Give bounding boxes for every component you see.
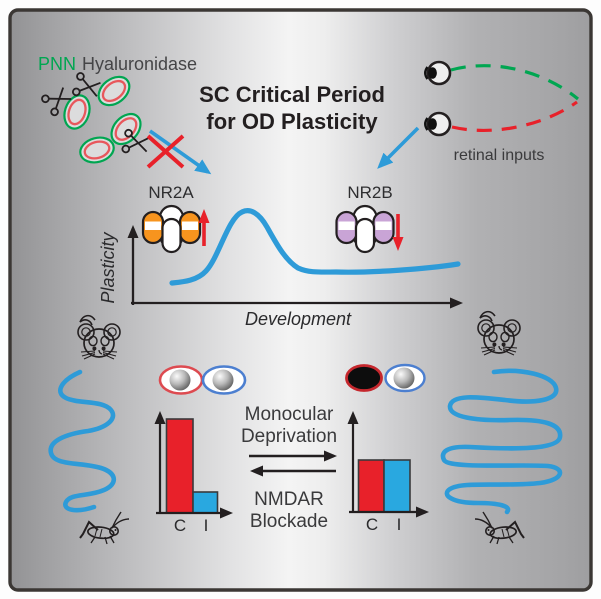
- eye-pair-deprived: [345, 363, 426, 393]
- monocular-label-line2: Deprivation: [241, 426, 337, 447]
- nmdar-label-line1: NMDAR: [254, 489, 324, 510]
- title-line-1: SC Critical Period: [199, 82, 385, 107]
- nr2a-label: NR2A: [148, 183, 194, 202]
- eye-pair-both-open: [158, 365, 247, 395]
- hunting-path-normal: [48, 369, 117, 513]
- bar-ipsi-left: [192, 491, 219, 514]
- deprived-eye: [345, 364, 383, 392]
- right-bar-chart: C I: [347, 411, 429, 534]
- bar-contra-right: [357, 459, 385, 513]
- nr2a-receptor-icon: [141, 204, 202, 254]
- blocked-input-arrow: [148, 129, 212, 175]
- left-bar-chart: C I: [154, 411, 233, 535]
- left-chart-c-label: C: [174, 516, 186, 535]
- pnn-label: PNN: [38, 54, 76, 74]
- hunting-path-impaired: [440, 368, 563, 515]
- right-chart-c-label: C: [366, 515, 378, 534]
- title-line-2: for OD Plasticity: [206, 109, 378, 134]
- nr2a-up-arrow: [198, 209, 210, 246]
- nr2b-receptor-icon: [335, 204, 395, 254]
- nmdar-label-line2: Blockade: [250, 511, 328, 532]
- bar-contra-left: [165, 418, 194, 514]
- open-eye-ball: [212, 369, 234, 391]
- plasticity-curve: [169, 208, 461, 286]
- monocular-label-line1: Monocular: [245, 404, 334, 425]
- left-chart-i-label: I: [204, 516, 209, 535]
- retinal-inputs-label: retinal inputs: [454, 147, 545, 164]
- development-axis-label: Development: [245, 309, 352, 329]
- nr2b-down-arrow: [392, 214, 404, 251]
- block-x-icon: [146, 134, 185, 169]
- open-eye-ball: [169, 369, 191, 391]
- hyaluronidase-label: Hyaluronidase: [82, 54, 197, 74]
- figure-frame: [8, 8, 593, 592]
- open-eye-ball: [393, 367, 415, 389]
- retinal-input-arrow: [377, 126, 420, 169]
- bar-ipsi-right: [383, 459, 411, 513]
- nr2b-label: NR2B: [347, 183, 392, 202]
- plasticity-axis-label: Plasticity: [98, 231, 118, 303]
- right-chart-i-label: I: [397, 515, 402, 534]
